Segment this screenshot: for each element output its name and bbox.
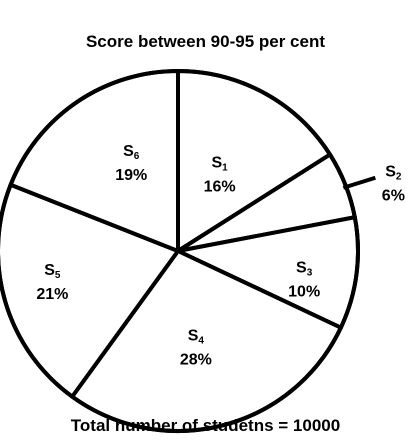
chart-title: Score between 90-95 per cent bbox=[85, 32, 326, 51]
slice-value: 21% bbox=[36, 286, 68, 303]
slice-label: S2 bbox=[385, 164, 402, 183]
pie-outline bbox=[0, 69, 360, 433]
slice-value: 28% bbox=[180, 351, 212, 368]
chart-footer: Total number of studetns = 10000 bbox=[70, 416, 341, 435]
leader-line bbox=[342, 175, 376, 190]
slice-value: 6% bbox=[382, 188, 405, 205]
slice-value: 10% bbox=[288, 284, 320, 301]
slice-value: 16% bbox=[204, 178, 236, 195]
slice-value: 19% bbox=[115, 167, 147, 184]
